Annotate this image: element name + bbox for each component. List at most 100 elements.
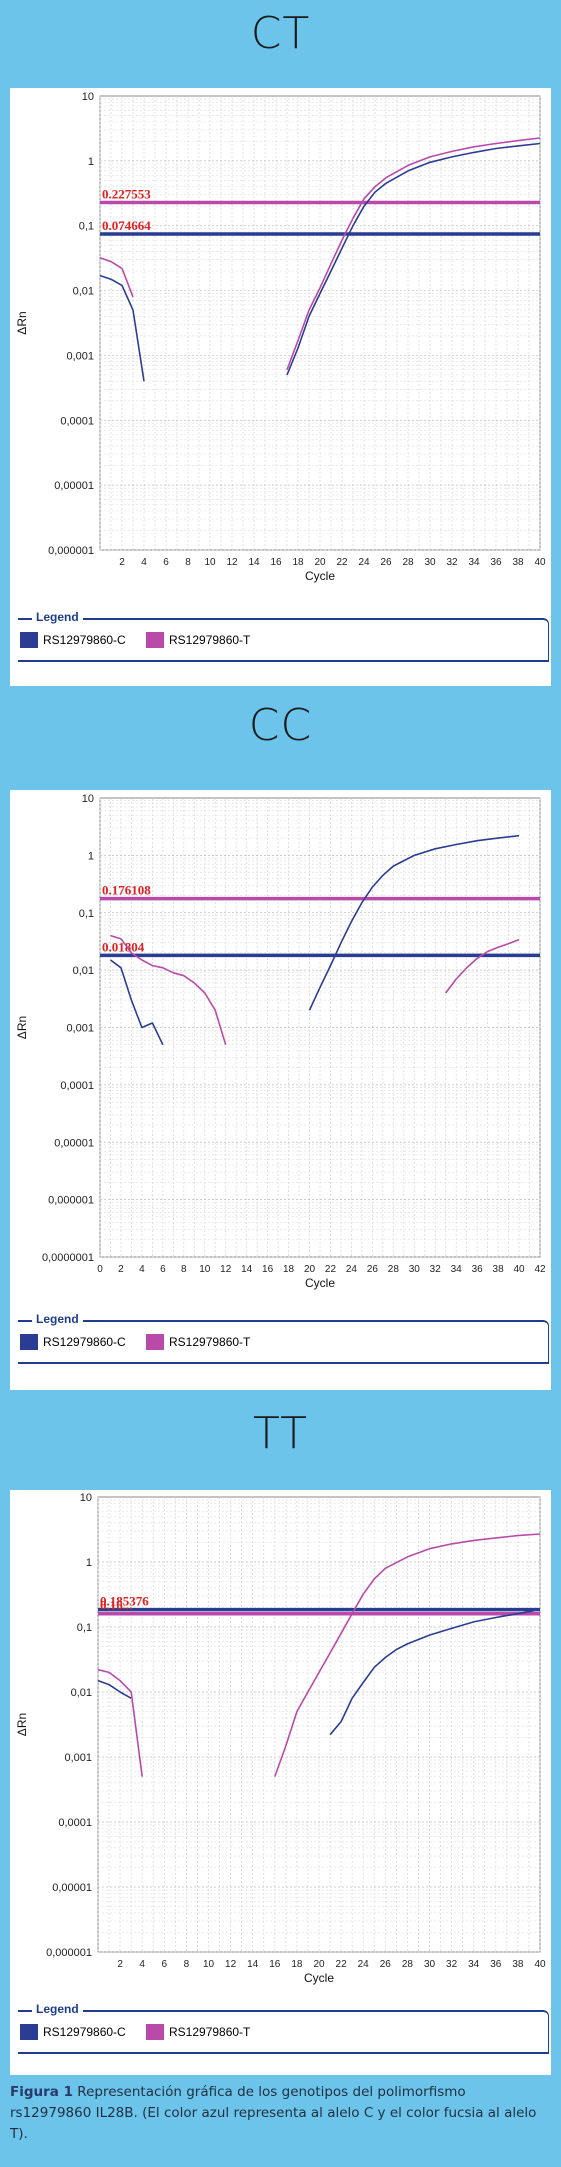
- x-tick-label: 40: [534, 1959, 546, 1970]
- x-tick-label: 8: [181, 1264, 187, 1275]
- y-tick-label: 0,001: [64, 1752, 92, 1764]
- legend-label-t: RS12979860-T: [169, 2025, 251, 2039]
- series-line-c: [308, 834, 520, 1011]
- series-line-t: [274, 1533, 541, 1777]
- x-tick-label: 32: [446, 1959, 458, 1970]
- y-axis-label: ΔRn: [15, 311, 29, 334]
- chart-title-tt: TT: [253, 1408, 308, 1459]
- legend-title: Legend: [32, 610, 83, 624]
- legend-item-c: RS12979860-C: [20, 1334, 126, 1350]
- y-tick-label: 0,000001: [48, 545, 94, 557]
- y-tick-label: 10: [82, 793, 94, 805]
- x-tick-label: 2: [118, 1264, 124, 1275]
- x-tick-label: 16: [262, 1264, 274, 1275]
- series-line-c: [99, 274, 145, 382]
- x-tick-label: 20: [313, 1959, 325, 1970]
- y-tick-label: 0,00001: [54, 1137, 94, 1149]
- x-tick-label: 22: [336, 1959, 348, 1970]
- x-tick-label: 14: [241, 1264, 253, 1275]
- threshold-label: 0.176108: [102, 883, 151, 898]
- x-tick-label: 12: [226, 557, 238, 568]
- x-tick-label: 42: [534, 1264, 546, 1275]
- x-tick-label: 12: [220, 1264, 232, 1275]
- chart-panel-ct: 10 1 0,1 0,01 0,001 0,0001 0,00001 0,000001 2 4 6 8…: [10, 88, 551, 686]
- y-axis-label: ΔRn: [15, 1713, 29, 1736]
- x-tick-label: 24: [358, 1959, 370, 1970]
- legend-swatch-t: [146, 1334, 164, 1350]
- y-tick-label: 0,1: [79, 221, 94, 233]
- legend-item-c: RS12979860-C: [20, 2024, 126, 2040]
- x-tick-label: 4: [141, 557, 147, 568]
- caption-text: Representación gráfica de los genotipos …: [10, 2084, 537, 2142]
- x-axis-label: Cycle: [305, 569, 335, 583]
- legend-label-t: RS12979860-T: [169, 1335, 251, 1349]
- x-tick-label: 38: [493, 1264, 505, 1275]
- y-tick-label: 0,001: [66, 1023, 94, 1035]
- threshold-label: 0.227553: [102, 187, 151, 202]
- y-tick-label: 0,0001: [60, 1080, 94, 1092]
- x-tick-label: 6: [160, 1264, 166, 1275]
- x-tick-label: 26: [367, 1264, 379, 1275]
- legend-label-c: RS12979860-C: [43, 1335, 126, 1349]
- threshold-label: 0.16...: [100, 1598, 133, 1613]
- legend-item-c: RS12979860-C: [20, 632, 126, 648]
- x-tick-label: 0: [97, 1264, 103, 1275]
- series-line-c: [329, 1608, 541, 1736]
- y-tick-label: 0,001: [66, 350, 94, 362]
- x-tick-label: 14: [247, 1959, 259, 1970]
- y-tick-label: 1: [88, 156, 94, 168]
- x-tick-label: 22: [336, 557, 348, 568]
- legend-label-c: RS12979860-C: [43, 633, 126, 647]
- legend-item-t: RS12979860-T: [146, 2024, 250, 2040]
- x-tick-label: 28: [402, 557, 414, 568]
- x-tick-label: 38: [512, 1959, 524, 1970]
- x-tick-label: 34: [468, 1959, 480, 1970]
- caption-label: Figura 1: [10, 2084, 73, 2100]
- y-tick-label: 0,01: [73, 286, 94, 298]
- legend-title: Legend: [32, 1312, 83, 1326]
- series-line-c: [97, 1679, 132, 1699]
- y-tick-label: 0,1: [77, 1622, 92, 1634]
- y-tick-label: 1: [86, 1557, 92, 1569]
- legend-item-t: RS12979860-T: [146, 632, 250, 648]
- x-tick-label: 10: [199, 1264, 211, 1275]
- y-tick-label: 0,1: [79, 908, 94, 920]
- chart-title-ct: CT: [250, 8, 311, 59]
- x-tick-label: 24: [358, 557, 370, 568]
- x-tick-label: 26: [380, 1959, 392, 1970]
- x-tick-label: 18: [283, 1264, 295, 1275]
- x-tick-label: 16: [270, 557, 282, 568]
- x-tick-label: 38: [512, 557, 524, 568]
- y-tick-label: 10: [82, 91, 94, 103]
- legend-swatch-t: [146, 2024, 164, 2040]
- x-tick-label: 36: [472, 1264, 484, 1275]
- y-tick-label: 0,0001: [60, 415, 94, 427]
- x-tick-label: 2: [117, 1959, 123, 1970]
- x-tick-label: 24: [346, 1264, 358, 1275]
- cc-amplification-plot: 10 1 0,1 0,01 0,001 0,0001 0,00001 0,000001 0,00…: [15, 793, 546, 1290]
- legend-ct: Legend RS12979860-C RS12979860-T: [18, 610, 549, 662]
- y-tick-label: 0,0001: [58, 1817, 92, 1829]
- plot-area: [99, 95, 541, 551]
- x-tick-label: 18: [292, 557, 304, 568]
- x-tick-label: 8: [184, 1959, 190, 1970]
- legend-title: Legend: [32, 2002, 83, 2016]
- series-line-t: [99, 257, 134, 298]
- series-line-t: [97, 1668, 143, 1777]
- x-tick-label: 40: [513, 1264, 525, 1275]
- chart-panel-cc: 10 1 0,1 0,01 0,001 0,0001 0,00001 0,000001 0,00…: [10, 790, 551, 1390]
- y-axis-label: ΔRn: [15, 1016, 29, 1039]
- x-tick-label: 2: [119, 557, 125, 568]
- x-tick-label: 28: [402, 1959, 414, 1970]
- legend-swatch-t: [146, 632, 164, 648]
- series-line-c: [110, 959, 164, 1046]
- y-tick-label: 0,0000001: [42, 1252, 94, 1264]
- x-axis-label: Cycle: [304, 1971, 334, 1985]
- x-tick-label: 6: [162, 1959, 168, 1970]
- figure-caption: Figura 1 Representación gráfica de los g…: [10, 2082, 550, 2145]
- y-tick-label: 0,01: [73, 965, 94, 977]
- x-tick-label: 6: [163, 557, 169, 568]
- y-tick-label: 0,00001: [54, 480, 94, 492]
- x-tick-label: 34: [468, 557, 480, 568]
